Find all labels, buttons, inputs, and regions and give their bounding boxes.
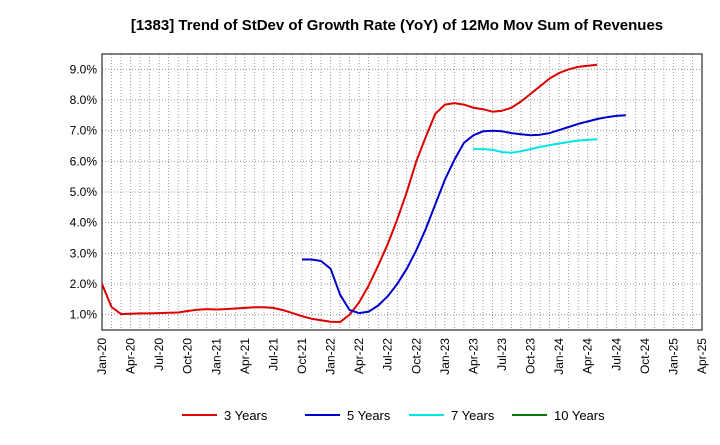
axes-layer: 1.0% 2.0% 3.0% 4.0% 5.0% 6.0% 7.0% 8.0% 9.0% Jan-…	[70, 62, 709, 374]
x-tick-label: Jul-23	[495, 338, 509, 371]
series-line-5-years	[302, 114, 626, 315]
x-tick-label: Apr-23	[466, 338, 480, 374]
legend-label: 5 Years	[347, 408, 391, 423]
x-tick-label: Jan-21	[209, 338, 223, 375]
x-tick-label: Apr-20	[124, 338, 138, 374]
x-tick-label: Jan-22	[324, 338, 338, 375]
y-tick-label: 7.0%	[70, 124, 98, 138]
y-tick-label: 2.0%	[70, 277, 98, 291]
x-tick-label: Jan-23	[438, 338, 452, 375]
x-tick-label: Oct-22	[409, 338, 423, 374]
series-layer	[101, 63, 626, 323]
x-tick-label: Jul-20	[152, 338, 166, 371]
x-tick-label: Apr-24	[581, 338, 595, 374]
x-tick-label: Jul-24	[609, 338, 623, 371]
y-tick-label: 9.0%	[70, 62, 98, 76]
legend-label: 3 Years	[224, 408, 268, 423]
x-tick-label: Apr-22	[352, 338, 366, 374]
x-tick-label: Jan-20	[95, 338, 109, 375]
plot-area	[101, 53, 703, 331]
x-tick-label: Jan-24	[552, 338, 566, 375]
y-tick-label: 8.0%	[70, 93, 98, 107]
y-tick-label: 6.0%	[70, 154, 98, 168]
y-tick-label: 4.0%	[70, 216, 98, 230]
legend-label: 10 Years	[554, 408, 605, 423]
x-tick-label: Jan-25	[666, 338, 680, 375]
x-tick-label: Oct-20	[181, 338, 195, 374]
grid-layer	[102, 54, 702, 330]
series-line-7-years	[473, 138, 598, 154]
series-line-3-years	[101, 63, 598, 323]
x-tick-label: Jul-21	[266, 338, 280, 371]
y-tick-label: 1.0%	[70, 308, 98, 322]
y-tick-label: 3.0%	[70, 246, 98, 260]
x-tick-label: Oct-23	[524, 338, 538, 374]
legend-label: 7 Years	[451, 408, 495, 423]
legend: 3 Years 5 Years 7 Years 10 Years	[182, 408, 605, 423]
y-tick-label: 5.0%	[70, 185, 98, 199]
chart-title: [1383] Trend of StDev of Growth Rate (Yo…	[131, 17, 663, 34]
x-tick-label: Apr-21	[238, 338, 252, 374]
x-tick-label: Apr-25	[695, 338, 709, 374]
x-tick-label: Oct-24	[638, 338, 652, 374]
x-tick-label: Jul-22	[381, 338, 395, 371]
x-tick-label: Oct-21	[295, 338, 309, 374]
